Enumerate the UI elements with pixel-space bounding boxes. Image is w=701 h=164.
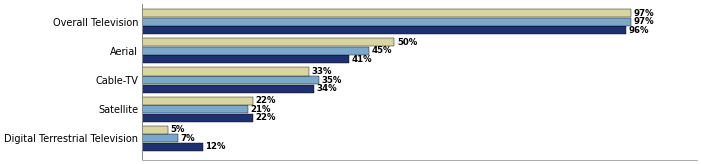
Text: 21%: 21% bbox=[251, 105, 271, 114]
Text: 45%: 45% bbox=[372, 46, 392, 55]
Text: 35%: 35% bbox=[321, 76, 341, 85]
Text: 22%: 22% bbox=[256, 113, 276, 122]
Text: 41%: 41% bbox=[351, 55, 372, 64]
Bar bbox=[142, 85, 314, 93]
Text: 96%: 96% bbox=[629, 26, 649, 35]
Text: 33%: 33% bbox=[311, 67, 332, 76]
Bar bbox=[142, 9, 632, 17]
Text: 12%: 12% bbox=[205, 143, 226, 152]
Text: 50%: 50% bbox=[397, 38, 417, 47]
Text: 97%: 97% bbox=[634, 9, 655, 18]
Bar bbox=[142, 55, 349, 63]
Bar bbox=[142, 143, 203, 151]
Bar bbox=[142, 47, 369, 55]
Bar bbox=[142, 76, 319, 84]
Bar bbox=[142, 134, 177, 143]
Bar bbox=[142, 38, 395, 46]
Bar bbox=[142, 18, 632, 26]
Text: 97%: 97% bbox=[634, 17, 655, 26]
Bar bbox=[142, 97, 253, 105]
Bar bbox=[142, 105, 248, 113]
Text: 34%: 34% bbox=[316, 84, 337, 93]
Bar bbox=[142, 114, 253, 122]
Text: 22%: 22% bbox=[256, 96, 276, 105]
Bar bbox=[142, 67, 308, 76]
Text: 5%: 5% bbox=[170, 125, 184, 134]
Bar bbox=[142, 26, 626, 34]
Text: 7%: 7% bbox=[180, 134, 195, 143]
Bar bbox=[142, 126, 168, 134]
